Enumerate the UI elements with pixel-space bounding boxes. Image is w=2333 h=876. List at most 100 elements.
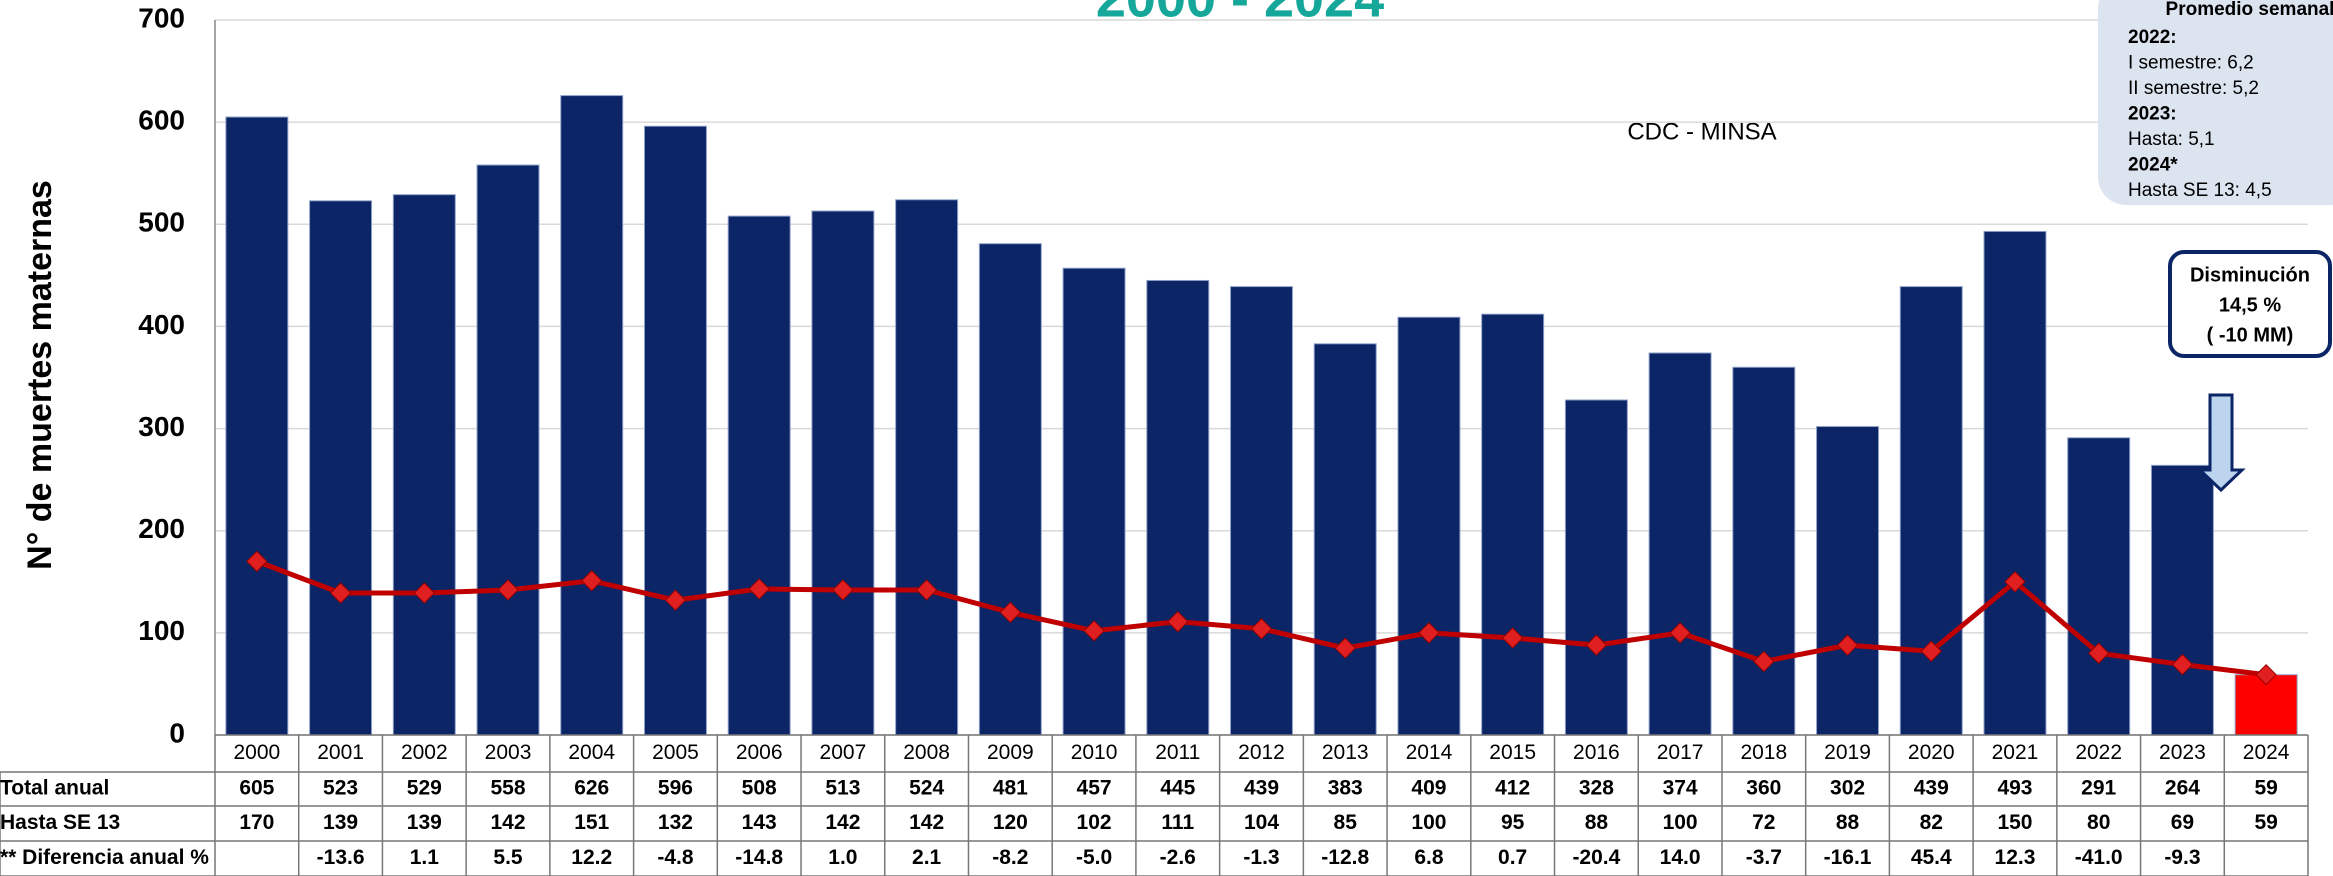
line-marker: [748, 578, 770, 600]
table-cell: 72: [1752, 811, 1775, 834]
y-axis-label: N° de muertes maternas: [21, 180, 59, 570]
table-cell: -16.1: [1824, 846, 1872, 869]
line-marker: [1083, 620, 1105, 642]
table-cell: 100: [1411, 811, 1446, 834]
bar: [727, 215, 791, 736]
line-marker: [2171, 653, 2194, 676]
table-cell: 170: [239, 811, 274, 834]
line-marker: [1585, 634, 1608, 656]
bar: [1816, 426, 1880, 736]
info-line: Hasta: 5,1: [2128, 129, 2215, 150]
table-cell: 5.5: [493, 846, 523, 869]
table-cell: 328: [1579, 777, 1614, 800]
table-cell: 139: [407, 811, 442, 834]
x-tick-label: 2010: [1071, 741, 1118, 764]
x-tick-label: 2004: [568, 741, 615, 764]
x-tick-label: 2016: [1573, 741, 1620, 764]
table-cell: -20.4: [1572, 846, 1620, 869]
table-cell: -3.7: [1746, 846, 1782, 869]
table-cell: 626: [574, 777, 609, 800]
y-tick-label: 500: [138, 207, 185, 238]
bar: [2067, 437, 2131, 736]
table-cell: -9.3: [2164, 846, 2200, 869]
table-cell: 88: [1836, 811, 1860, 834]
table-cell: -4.8: [657, 846, 694, 869]
bar: [895, 199, 959, 736]
x-tick-label: 2020: [1908, 741, 1955, 764]
info-line: I semestre: 6,2: [2128, 53, 2254, 74]
table-cell: 409: [1411, 777, 1446, 800]
line-marker: [1501, 627, 1524, 649]
bar: [1983, 230, 2047, 736]
table-cell: 605: [239, 777, 274, 800]
callout-box: [2168, 250, 2332, 358]
table-cell: 360: [1746, 777, 1781, 800]
table-cell: 95: [1501, 811, 1525, 834]
arrow: [2196, 393, 2246, 493]
table-cell: 82: [1920, 811, 1943, 834]
table-cell: 264: [2165, 777, 2200, 800]
y-tick-label: 300: [138, 411, 185, 442]
table-cell: 383: [1328, 777, 1363, 800]
x-tick-label: 2009: [987, 741, 1034, 764]
info-line: Hasta SE 13: 4,5: [2128, 180, 2272, 201]
line-marker: [1418, 622, 1440, 644]
table-cell: 12.2: [571, 846, 612, 869]
table-cell: 513: [825, 777, 860, 800]
y-tick-label: 200: [138, 513, 185, 544]
line-marker: [915, 579, 938, 601]
table-cell: 457: [1077, 777, 1112, 800]
x-tick-label: 2002: [401, 741, 448, 764]
line-marker: [246, 550, 268, 573]
info-title: Promedio semanal: [2166, 0, 2333, 20]
bar: [1648, 352, 1712, 736]
table-cell: 445: [1160, 777, 1195, 800]
table-cell: 100: [1663, 811, 1698, 834]
y-tick-label: 0: [169, 717, 185, 748]
chart-title: 2000 - 2024: [1096, 0, 1384, 28]
table-cell: 142: [909, 811, 944, 834]
table-cell: 88: [1585, 811, 1609, 834]
line-marker: [2087, 642, 2110, 664]
table-cell: 558: [490, 777, 525, 800]
table-cell: 6.8: [1414, 846, 1444, 869]
table-cell: 59: [2254, 777, 2277, 800]
callout-line: ( -10 MM): [2207, 324, 2294, 346]
x-tick-label: 2019: [1824, 741, 1871, 764]
line-marker: [1753, 650, 1775, 673]
info-box: [2098, 0, 2333, 205]
bar: [643, 125, 707, 736]
table-cell: 139: [323, 811, 358, 834]
x-tick-label: 2015: [1489, 741, 1536, 764]
table-cell: 529: [407, 777, 442, 800]
line-marker: [664, 589, 687, 611]
table-cell: 102: [1077, 811, 1112, 834]
x-tick-label: 2003: [485, 741, 532, 764]
x-tick-label: 2005: [652, 741, 699, 764]
line-marker: [1167, 610, 1189, 633]
table-cell: -13.6: [317, 846, 365, 869]
callout-line: 14,5 %: [2219, 294, 2281, 316]
table-cell: -41.0: [2075, 846, 2123, 869]
table-cell: 150: [1997, 811, 2032, 834]
table-cell: 0.7: [1498, 846, 1527, 869]
y-tick-label: 400: [138, 309, 185, 340]
bar: [1062, 267, 1126, 736]
table-cell: 85: [1334, 811, 1358, 834]
y-tick-label: 700: [138, 2, 185, 33]
line-marker: [2004, 571, 2026, 593]
x-tick-label: 2014: [1406, 741, 1453, 764]
x-tick-label: 2024: [2243, 741, 2290, 764]
bar: [2150, 464, 2214, 736]
table-cell: 481: [993, 777, 1028, 800]
table-cell: 374: [1663, 777, 1698, 800]
table-cell: 523: [323, 777, 358, 800]
table-cell: 111: [1161, 811, 1194, 834]
table-cell: 302: [1830, 777, 1865, 800]
x-tick-label: 2007: [820, 741, 867, 764]
source-bg: [1590, 112, 1810, 152]
bar: [1481, 313, 1545, 736]
callout-line: Disminución: [2190, 264, 2310, 286]
table-cell: 132: [658, 811, 693, 834]
bar: [1899, 286, 1963, 736]
